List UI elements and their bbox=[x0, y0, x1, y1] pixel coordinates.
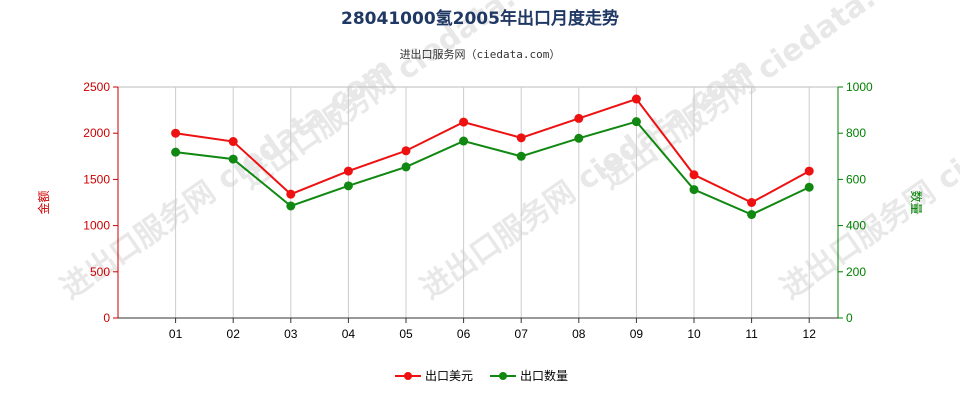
left-tick-label: 2500 bbox=[83, 80, 110, 94]
series-2-point bbox=[631, 117, 641, 127]
watermark-text: 进出口服务网 ciedata.com bbox=[595, 0, 940, 197]
x-tick-label: 04 bbox=[342, 327, 356, 341]
x-tick-label: 12 bbox=[803, 327, 817, 341]
series-1-point bbox=[631, 94, 641, 104]
series-1-point bbox=[689, 170, 699, 180]
series-2-point bbox=[343, 181, 353, 191]
legend-marker-2 bbox=[499, 372, 507, 380]
plot-border bbox=[117, 86, 839, 319]
series-1-point bbox=[459, 117, 469, 127]
series-2-point bbox=[401, 162, 411, 172]
series-2-point bbox=[574, 133, 584, 143]
series-line-1 bbox=[175, 97, 810, 204]
x-tick-label: 02 bbox=[227, 327, 241, 341]
series-2-point bbox=[689, 185, 699, 195]
x-tick-label: 03 bbox=[284, 327, 298, 341]
left-tick-label: 0 bbox=[103, 311, 110, 325]
series-2-point bbox=[286, 201, 296, 211]
right-tick-label: 600 bbox=[846, 172, 866, 186]
x-tick-label: 09 bbox=[630, 327, 644, 341]
left-tick-label: 500 bbox=[90, 265, 110, 279]
series-1-point bbox=[804, 166, 814, 176]
x-tick-label: 06 bbox=[457, 327, 471, 341]
right-tick-label: 800 bbox=[846, 126, 866, 140]
x-tick-label: 01 bbox=[169, 327, 183, 341]
x-tick-label: 10 bbox=[687, 327, 701, 341]
right-tick-label: 400 bbox=[846, 219, 866, 233]
series-2-point bbox=[516, 151, 526, 161]
legend[interactable]: 出口美元 出口数量 bbox=[395, 368, 568, 383]
chart-subtitle: 进出口服务网（ciedata.com） bbox=[400, 47, 561, 61]
x-tick-label: 11 bbox=[745, 327, 758, 341]
chart-title: 28041000氢2005年出口月度走势 bbox=[341, 8, 619, 29]
series-1-point bbox=[228, 137, 238, 147]
left-tick-label: 1500 bbox=[83, 172, 110, 186]
legend-label-2: 出口数量 bbox=[520, 368, 568, 383]
series-2-point bbox=[459, 136, 469, 146]
legend-marker-1 bbox=[404, 372, 412, 380]
series-2-point bbox=[804, 182, 814, 192]
series-1-point bbox=[286, 189, 296, 199]
x-tick-label: 08 bbox=[572, 327, 586, 341]
axes: 0 500 1000 1500 2000 2500 0 200 400 600 800 1000 01 0… bbox=[36, 80, 924, 341]
right-tick-label: 1000 bbox=[846, 80, 873, 94]
series-layer bbox=[171, 94, 814, 220]
left-tick-label: 2000 bbox=[83, 126, 110, 140]
series-1-point bbox=[516, 133, 526, 143]
series-1-point bbox=[574, 113, 584, 123]
x-tick-label: 05 bbox=[399, 327, 413, 341]
series-2-point bbox=[171, 147, 181, 157]
left-axis-title: 金额 bbox=[36, 190, 51, 214]
series-1-point bbox=[401, 146, 411, 156]
x-tick-label: 07 bbox=[515, 327, 529, 341]
series-2-point bbox=[747, 210, 757, 220]
series-1-point bbox=[171, 128, 181, 138]
series-line-2 bbox=[175, 120, 810, 216]
left-tick-label: 1000 bbox=[83, 219, 110, 233]
right-tick-label: 200 bbox=[846, 265, 866, 279]
right-axis-title: 数量 bbox=[909, 190, 924, 214]
series-1-point bbox=[747, 198, 757, 207]
legend-label-1: 出口美元 bbox=[425, 369, 473, 383]
right-tick-label: 0 bbox=[846, 311, 853, 325]
series-2-point bbox=[228, 154, 238, 164]
series-1-point bbox=[343, 166, 353, 176]
grid bbox=[117, 86, 839, 319]
